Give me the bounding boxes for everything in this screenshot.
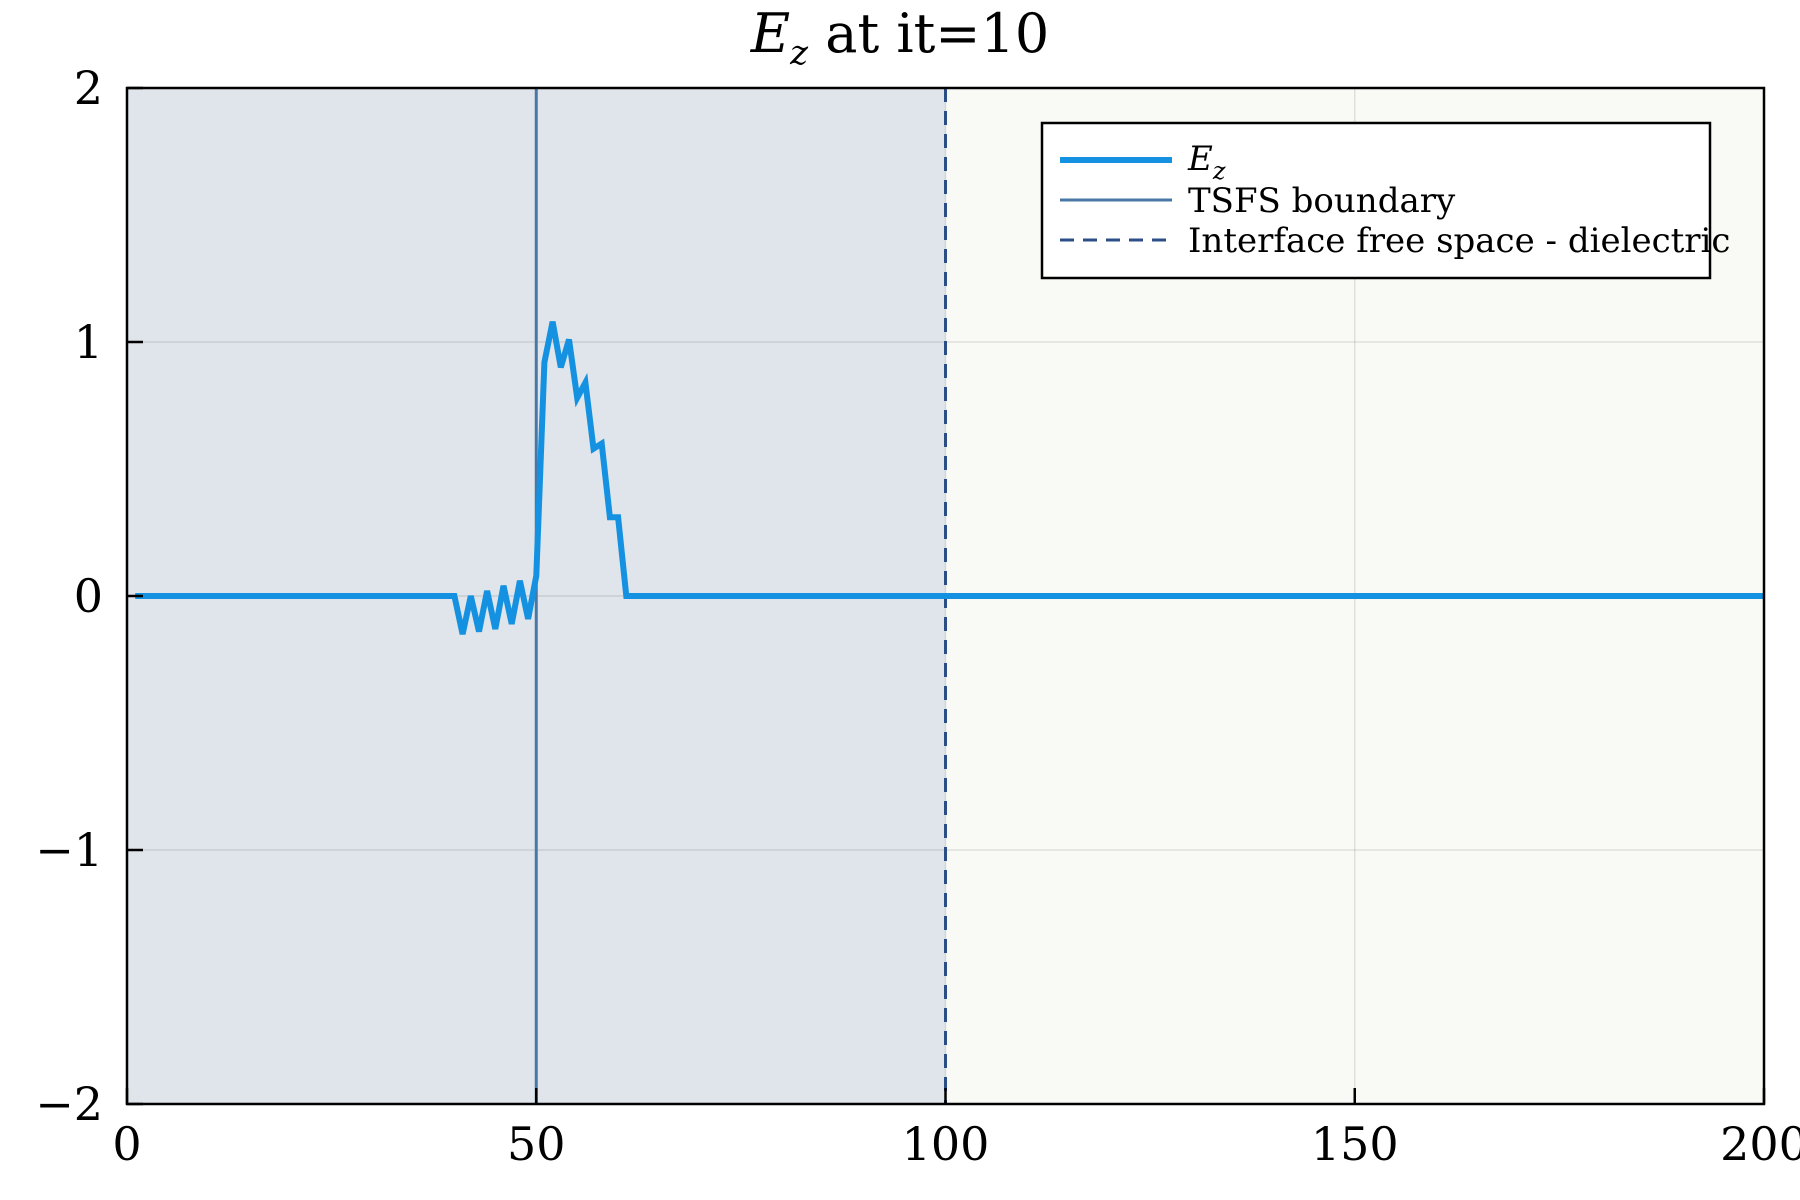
x-tick-label: 50 — [507, 1117, 566, 1171]
y-tick-label: 1 — [74, 315, 103, 369]
series-lines — [135, 321, 1764, 635]
y-tick-label: −2 — [35, 1077, 103, 1131]
legend-label-tsfs: TSFS boundary — [1188, 181, 1456, 221]
legend: Ez TSFS boundary Interface free space - … — [1040, 121, 1730, 280]
title-rest: at it=10 — [808, 2, 1049, 65]
y-tick-label: −1 — [35, 823, 103, 877]
y-tick-label: 2 — [74, 61, 103, 115]
title-symbol: E — [750, 2, 790, 65]
y-ticks: −2 −1 0 1 2 — [35, 61, 143, 1131]
chart-title: Ez at it=10 — [750, 2, 1050, 73]
x-tick-label: 100 — [902, 1117, 990, 1171]
series-line-ez — [135, 321, 1764, 635]
x-tick-label: 200 — [1720, 1117, 1800, 1171]
legend-ez-symbol: E — [1187, 139, 1213, 179]
x-tick-label: 150 — [1311, 1117, 1399, 1171]
x-ticks: 0 50 100 150 200 — [112, 1088, 1800, 1171]
y-tick-label: 0 — [74, 569, 103, 623]
legend-label-ez: Ez — [1187, 139, 1226, 185]
legend-ez-subscript: z — [1212, 157, 1226, 185]
x-tick-label: 0 — [112, 1117, 141, 1171]
title-subscript: z — [789, 33, 809, 73]
legend-label-interface: Interface free space - dielectric — [1188, 221, 1730, 261]
